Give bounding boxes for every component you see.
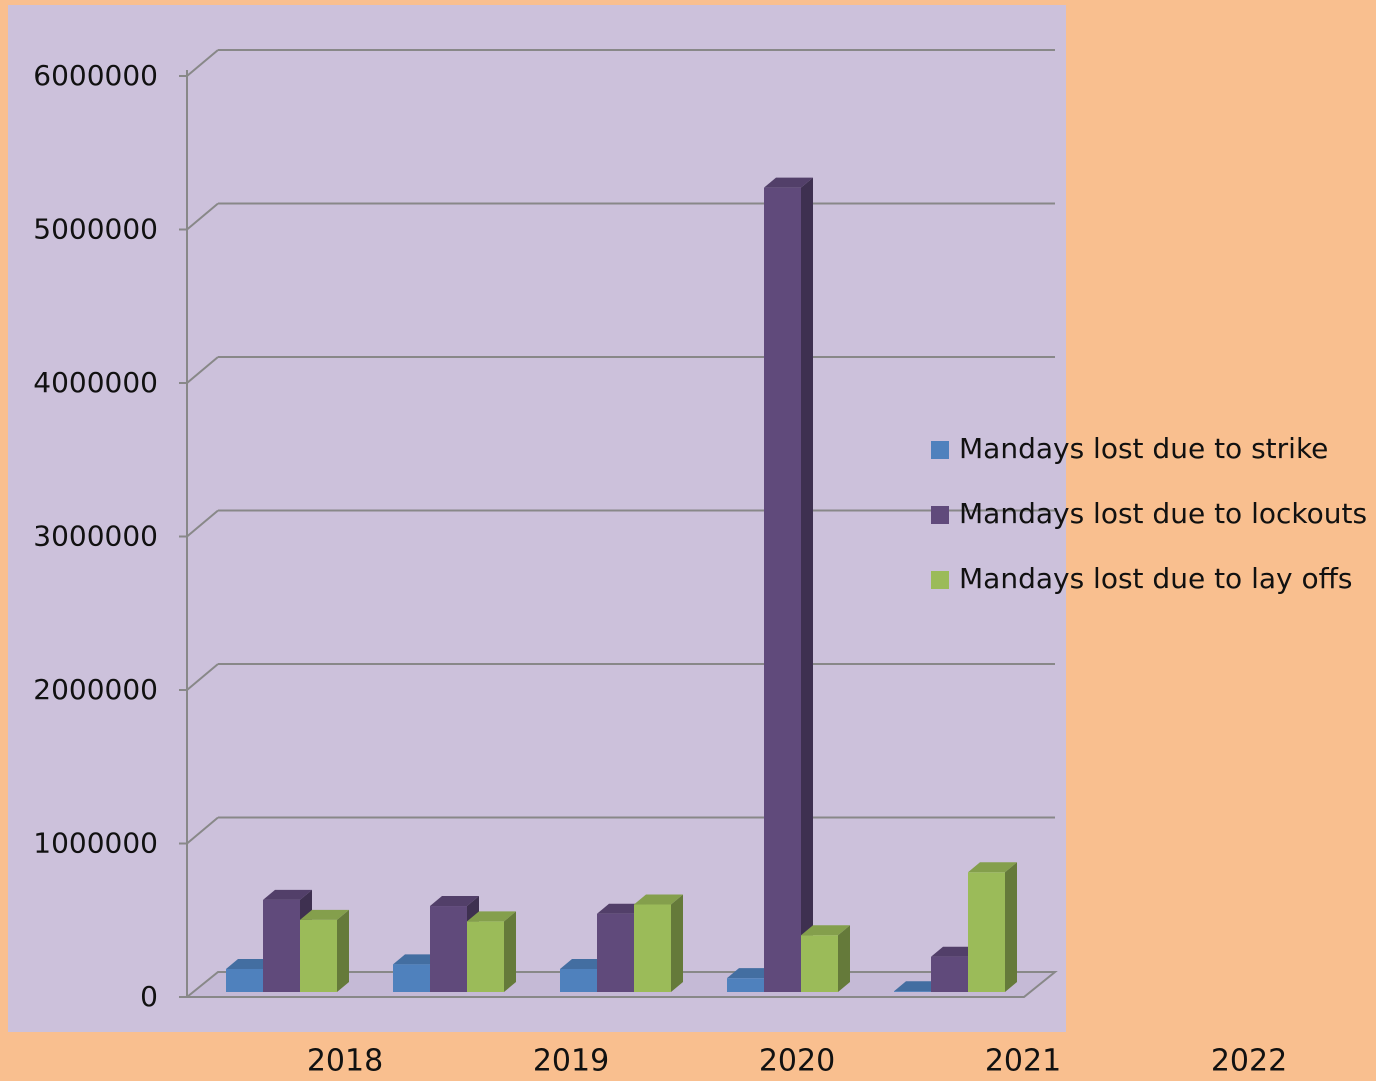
legend-label: Mandays lost due to lockouts (959, 497, 1367, 530)
grid-line (186, 816, 219, 845)
y-tick-label: 2000000 (33, 673, 158, 706)
y-tick-label: 3000000 (33, 520, 158, 553)
bar-side (838, 925, 850, 992)
y-tick-label: 0 (140, 980, 158, 1013)
bar-side (1005, 862, 1017, 992)
x-tick-label: 2021 (985, 1044, 1061, 1079)
grid-line (186, 509, 219, 538)
bar-side (337, 909, 349, 992)
bar-top (226, 958, 275, 969)
bar-side (504, 911, 516, 992)
grid-line (186, 356, 219, 384)
bar (560, 968, 597, 992)
grid-line (186, 49, 219, 77)
bar-top (300, 909, 349, 920)
bar (764, 187, 801, 992)
bar-top (968, 862, 1017, 873)
x-tick-label: 2022 (1211, 1044, 1287, 1079)
legend-swatch (931, 506, 949, 524)
y-tick-label: 5000000 (33, 213, 158, 246)
bar-top (467, 911, 516, 922)
x-tick-label: 2020 (759, 1044, 835, 1079)
bar-side (671, 894, 683, 992)
bar (597, 913, 634, 992)
grid-line (186, 202, 219, 231)
bar (931, 956, 968, 992)
legend-label: Mandays lost due to strike (959, 432, 1328, 465)
bar-top (597, 903, 646, 914)
bar (968, 872, 1005, 992)
y-tick-label: 4000000 (33, 366, 158, 399)
bar-top (634, 894, 683, 905)
y-tick-label: 6000000 (33, 59, 158, 92)
bar-top (801, 925, 850, 936)
bar-top (931, 946, 980, 957)
bar-top (263, 889, 312, 900)
bar (634, 904, 671, 992)
bar (467, 921, 504, 992)
bar (226, 968, 263, 992)
bar (300, 919, 337, 992)
bar (727, 978, 764, 992)
legend-label: Mandays lost due to lay offs (959, 562, 1353, 595)
bar (393, 964, 430, 992)
legend-swatch (931, 441, 949, 459)
bar-top (894, 981, 943, 992)
bar-top (393, 954, 442, 965)
bar-top (764, 177, 813, 188)
plot-area (8, 5, 1066, 1032)
x-tick-label: 2019 (533, 1044, 609, 1079)
bar (894, 991, 931, 992)
y-tick-label: 1000000 (33, 827, 158, 860)
bar (263, 899, 300, 992)
x-tick-label: 2018 (307, 1044, 383, 1079)
bar-top (560, 958, 609, 969)
grid-line (186, 663, 219, 691)
bar (801, 935, 838, 992)
bar-top (727, 968, 776, 979)
bar (430, 906, 467, 992)
bar-top (430, 896, 479, 907)
legend-swatch (931, 571, 949, 589)
bar-side (801, 177, 813, 992)
